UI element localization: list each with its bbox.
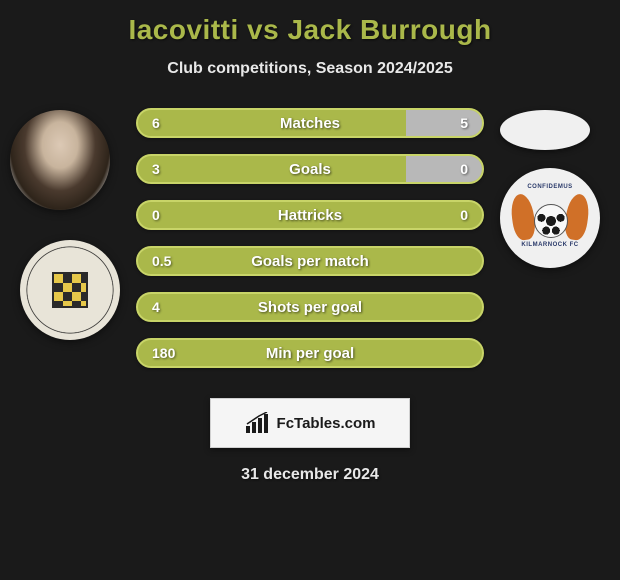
club-badge-right-name: KILMARNOCK FC xyxy=(510,242,590,248)
stat-label: Hattricks xyxy=(138,202,482,228)
stat-row: 4Shots per goal xyxy=(136,292,484,322)
stat-row: 0Hattricks0 xyxy=(136,200,484,230)
club-badge-right-motto: CONFIDEMUS xyxy=(510,184,590,190)
stat-row: 6Matches5 xyxy=(136,108,484,138)
squirrel-left-icon xyxy=(509,193,537,242)
stat-row: 0.5Goals per match xyxy=(136,246,484,276)
stat-value-right: 0 xyxy=(460,202,468,228)
stat-label: Shots per goal xyxy=(138,294,482,320)
watermark[interactable]: FcTables.com xyxy=(210,398,410,448)
player-photo-right xyxy=(500,110,590,150)
watermark-chart-icon xyxy=(245,412,271,434)
footer-date: 31 december 2024 xyxy=(0,466,620,484)
club-badge-left-checker-icon xyxy=(52,272,88,308)
stat-label: Goals xyxy=(138,156,482,182)
stat-label: Goals per match xyxy=(138,248,482,274)
comparison-bars: 6Matches53Goals00Hattricks00.5Goals per … xyxy=(136,108,484,384)
stat-value-right: 5 xyxy=(460,110,468,136)
page-title: Iacovitti vs Jack Burrough xyxy=(0,0,620,46)
club-badge-left xyxy=(20,240,120,340)
stat-label: Min per goal xyxy=(138,340,482,366)
stat-label: Matches xyxy=(138,110,482,136)
stat-row: 180Min per goal xyxy=(136,338,484,368)
club-badge-right-inner: CONFIDEMUS KILMARNOCK FC xyxy=(510,178,590,258)
stats-area: CONFIDEMUS KILMARNOCK FC 6Matches5 3Goals… xyxy=(0,108,620,388)
club-badge-right: CONFIDEMUS KILMARNOCK FC xyxy=(500,168,600,268)
comparison-card: Iacovitti vs Jack Burrough Club competit… xyxy=(0,0,620,580)
player-photo-left xyxy=(10,110,110,210)
page-subtitle: Club competitions, Season 2024/2025 xyxy=(0,60,620,78)
stat-row: 3Goals0 xyxy=(136,154,484,184)
stat-value-right: 0 xyxy=(460,156,468,182)
watermark-text: FcTables.com xyxy=(277,415,376,432)
football-icon xyxy=(534,204,568,238)
